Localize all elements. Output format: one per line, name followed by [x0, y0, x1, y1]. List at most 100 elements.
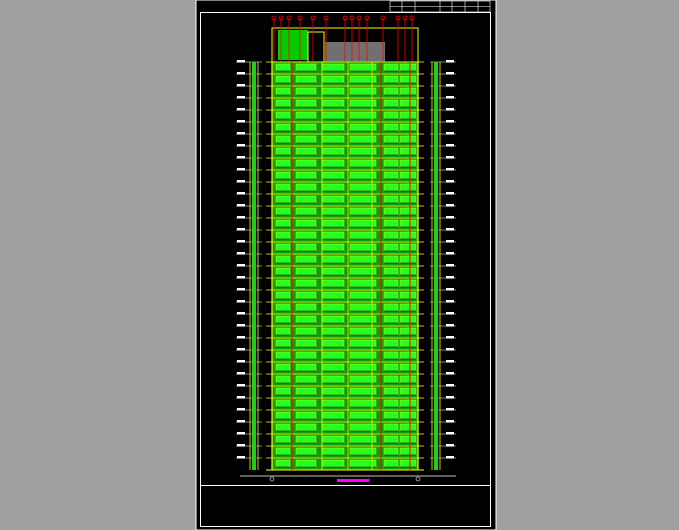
- window: [275, 459, 291, 468]
- window: [399, 267, 417, 276]
- level-mark: [446, 396, 454, 399]
- roof-pin-head: [297, 15, 303, 21]
- window: [399, 339, 417, 348]
- window: [275, 255, 291, 264]
- window: [383, 195, 399, 204]
- level-mark: [237, 84, 245, 87]
- window: [275, 99, 291, 108]
- roof-pin-head: [380, 15, 386, 21]
- roof-fill: [325, 42, 385, 62]
- window: [383, 63, 399, 72]
- window: [275, 159, 291, 168]
- window: [275, 423, 291, 432]
- window: [383, 75, 399, 84]
- window: [399, 375, 417, 384]
- window: [275, 447, 291, 456]
- window: [383, 219, 399, 228]
- window: [295, 207, 317, 216]
- window: [295, 351, 317, 360]
- window: [383, 207, 399, 216]
- window: [399, 351, 417, 360]
- window: [321, 231, 345, 240]
- window: [383, 339, 399, 348]
- level-mark: [446, 108, 454, 111]
- window: [295, 303, 317, 312]
- window: [295, 111, 317, 120]
- window: [275, 195, 291, 204]
- window: [383, 255, 399, 264]
- window: [383, 375, 399, 384]
- window: [383, 99, 399, 108]
- level-mark: [446, 420, 454, 423]
- window: [275, 279, 291, 288]
- level-mark: [237, 168, 245, 171]
- window: [321, 291, 345, 300]
- window: [399, 183, 417, 192]
- level-mark: [446, 192, 454, 195]
- window: [275, 339, 291, 348]
- window: [295, 339, 317, 348]
- window: [321, 411, 345, 420]
- window: [321, 159, 345, 168]
- window: [295, 435, 317, 444]
- window: [383, 279, 399, 288]
- window: [321, 303, 345, 312]
- window: [295, 255, 317, 264]
- level-mark: [237, 288, 245, 291]
- window: [295, 387, 317, 396]
- level-mark: [237, 360, 245, 363]
- level-mark: [446, 408, 454, 411]
- window: [275, 243, 291, 252]
- window: [295, 75, 317, 84]
- window: [399, 363, 417, 372]
- window: [275, 171, 291, 180]
- window: [295, 315, 317, 324]
- window: [399, 423, 417, 432]
- window: [321, 123, 345, 132]
- level-mark: [237, 348, 245, 351]
- level-mark: [446, 156, 454, 159]
- window: [275, 315, 291, 324]
- level-mark: [446, 216, 454, 219]
- level-mark: [446, 312, 454, 315]
- window: [321, 315, 345, 324]
- axis-bubble: [269, 476, 275, 482]
- window: [321, 435, 345, 444]
- window: [399, 123, 417, 132]
- level-mark: [237, 408, 245, 411]
- window: [321, 135, 345, 144]
- window: [399, 279, 417, 288]
- window: [383, 111, 399, 120]
- window: [275, 219, 291, 228]
- window: [295, 363, 317, 372]
- window: [399, 147, 417, 156]
- level-mark: [446, 132, 454, 135]
- window: [321, 459, 345, 468]
- window: [275, 231, 291, 240]
- level-mark: [237, 276, 245, 279]
- roof-pin-head: [409, 15, 415, 21]
- window: [399, 387, 417, 396]
- window: [295, 99, 317, 108]
- level-mark: [446, 72, 454, 75]
- window: [295, 171, 317, 180]
- window: [383, 171, 399, 180]
- window: [275, 123, 291, 132]
- level-mark: [237, 312, 245, 315]
- window: [399, 159, 417, 168]
- window: [275, 111, 291, 120]
- building-elevation: [236, 15, 456, 482]
- level-mark: [237, 228, 245, 231]
- level-mark: [237, 324, 245, 327]
- window: [321, 339, 345, 348]
- level-mark: [237, 372, 245, 375]
- level-mark: [446, 204, 454, 207]
- window: [321, 399, 345, 408]
- window: [399, 435, 417, 444]
- window: [321, 375, 345, 384]
- window: [295, 411, 317, 420]
- window: [399, 219, 417, 228]
- window: [275, 399, 291, 408]
- window: [321, 111, 345, 120]
- window: [321, 207, 345, 216]
